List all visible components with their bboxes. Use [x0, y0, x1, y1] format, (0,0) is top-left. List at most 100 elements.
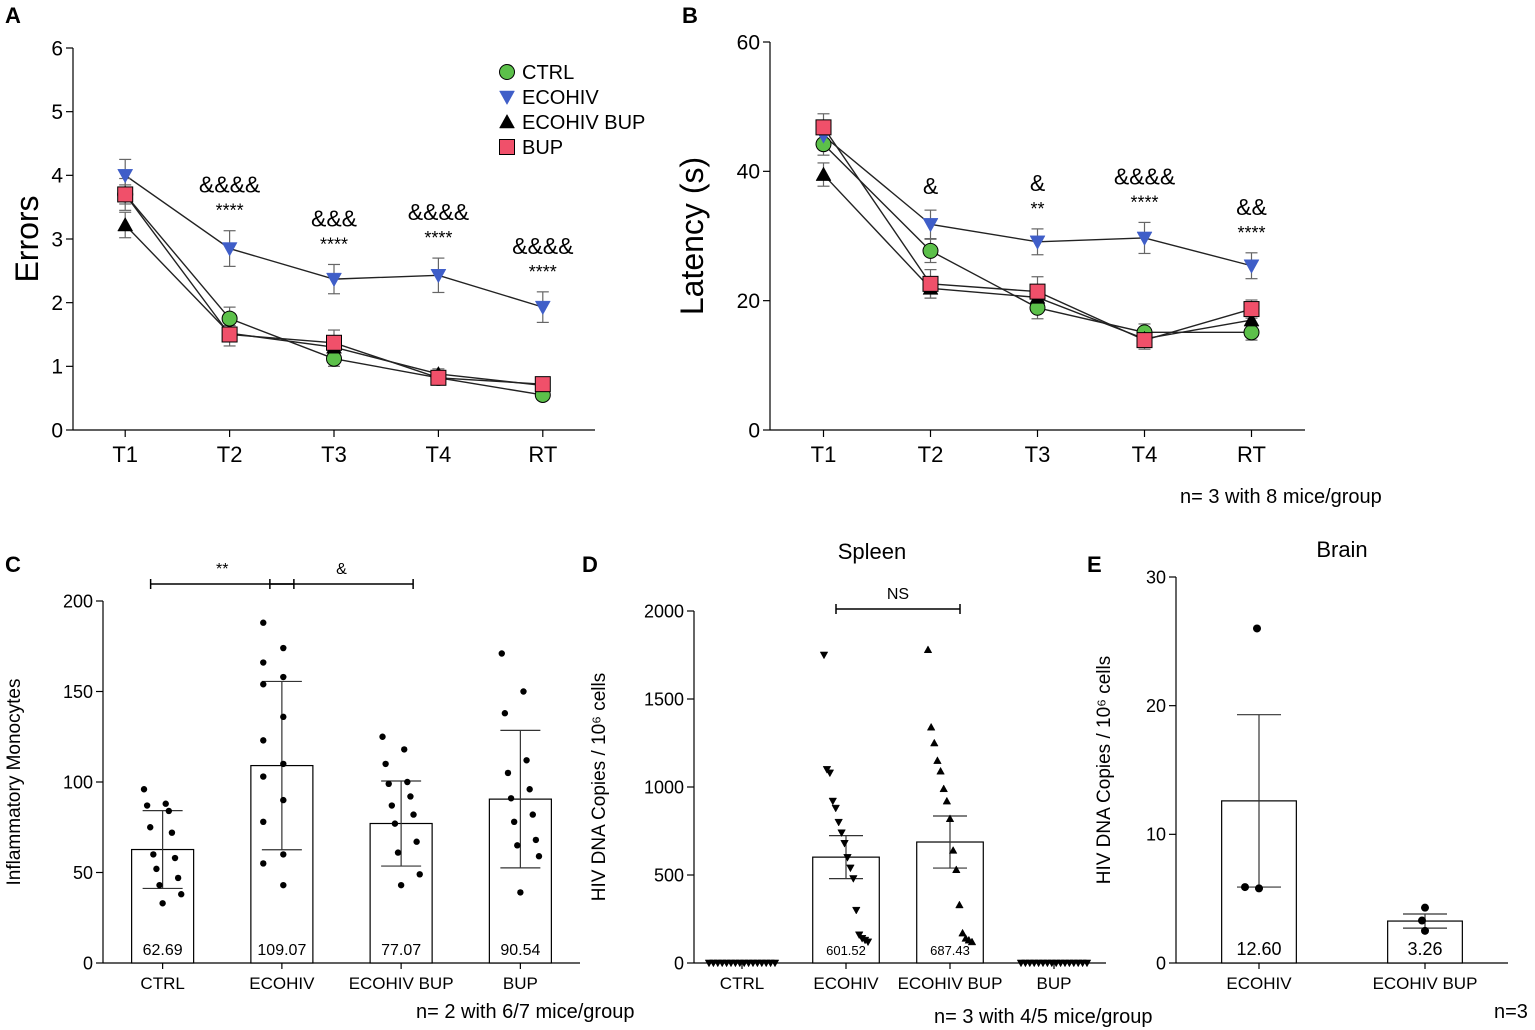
- panel-b-significance-ampersands: &: [1030, 170, 1045, 196]
- panel-c-y-tick-label: 0: [83, 953, 93, 973]
- panel-c-data-point: [498, 650, 505, 657]
- panel-c-data-point: [388, 802, 396, 809]
- panel-a-significance-ampersands: &&&&: [408, 199, 469, 225]
- panel-c-data-point: [150, 851, 157, 858]
- panel-b-point-ctrl: [1243, 324, 1260, 341]
- panel-b-point-ctrl: [922, 242, 939, 259]
- panel-e-y-axis-title: HIV DNA Copies / 10⁶ cells: [1094, 656, 1115, 885]
- panel-e-data-point: [1421, 903, 1429, 912]
- panel-label-c: C: [5, 552, 21, 577]
- panel-b-y-axis-title: Latency (s): [674, 157, 710, 315]
- panel-e-data-point: [1421, 926, 1429, 935]
- panel-b-x-tick-label: RT: [1237, 442, 1266, 467]
- panel-e-y-tick-label: 0: [1156, 953, 1166, 973]
- panel-a-point-ecohiv: [117, 169, 134, 184]
- panel-c-data-point: [280, 881, 287, 889]
- panel-d-title: Spleen: [838, 539, 907, 564]
- panel-c-data-point: [401, 746, 408, 753]
- panel-e-data-point: [1253, 624, 1261, 633]
- panel-a-x-tick-label: T1: [112, 442, 138, 467]
- panel-e-x-tick-label: ECOHIV: [1226, 974, 1292, 993]
- panel-c-y-tick-label: 100: [63, 772, 93, 792]
- panel-c-data-point: [404, 778, 411, 786]
- panel-c-data-point: [416, 871, 423, 878]
- panel-e-title: Brain: [1316, 537, 1367, 562]
- panel-c-data-point: [280, 851, 287, 858]
- panel-d-data-point: [834, 818, 843, 827]
- panel-d-data-point: [1082, 959, 1092, 968]
- panel-c-data-point: [168, 829, 176, 836]
- panel-a-y-tick-label: 4: [51, 165, 63, 188]
- panel-d-data-point: [831, 804, 840, 813]
- panel-c-data-point: [159, 900, 166, 907]
- panel-a-y-tick-label: 2: [51, 292, 63, 315]
- panel-e-data-point: [1255, 884, 1263, 893]
- panel-a-point-bup: [534, 376, 551, 393]
- panel-a-y-tick-label: 3: [51, 228, 63, 251]
- panel-b-point-ecohiv: [1029, 235, 1046, 250]
- panel-c-data-point: [260, 773, 267, 780]
- panel-b-y-tick-label: 20: [737, 290, 760, 313]
- panel-b-x-tick-label: T2: [918, 442, 944, 467]
- panel-d-data-point: [933, 756, 942, 764]
- panel-b-significance-ampersands: &&: [1236, 194, 1267, 220]
- panel-a-significance-stars: ****: [424, 228, 452, 248]
- panel-b-x-tick-label: T4: [1132, 442, 1158, 467]
- panel-c-data-point: [517, 889, 524, 896]
- panel-a-point-bup: [117, 186, 134, 203]
- panel-d-y-axis-title: HIV DNA Copies / 10⁶ cells: [589, 673, 610, 902]
- panel-a-legend-label-bup: BUP: [522, 137, 563, 159]
- panel-a-significance-stars: ****: [320, 234, 348, 254]
- panel-d-data-point: [849, 875, 858, 883]
- panel-b-point-bup: [1243, 301, 1260, 318]
- panel-d-data-point: [770, 959, 780, 968]
- panel-c-data-point: [174, 874, 182, 882]
- panel-c-x-tick-label: ECOHIV BUP: [349, 974, 454, 993]
- panel-a-x-tick-label: T4: [426, 442, 452, 467]
- panel-c-data-point: [397, 881, 405, 889]
- panel-c-data-point: [280, 644, 287, 652]
- panel-b-significance-stars: ****: [1237, 223, 1265, 243]
- panel-c-y-axis-title: Inflammatory Monocytes: [4, 679, 25, 886]
- panel-a-significance-ampersands: &&&: [311, 205, 357, 231]
- panel-a-point-ecohiv-bup: [117, 216, 134, 232]
- panel-d-data-point: [828, 797, 838, 806]
- panel-c-x-tick-label: BUP: [503, 974, 538, 993]
- panel-b-point-ecohiv-bup: [815, 166, 832, 181]
- panel-b-point-bup: [815, 119, 832, 136]
- panel-c-data-point: [171, 854, 179, 862]
- panel-a-x-tick-label: RT: [528, 442, 557, 467]
- panel-e-bar-chart: 0 10 20 30 HIV DNA Copies / 10⁶ cells ECOHIV 1…: [1094, 567, 1508, 993]
- panel-e-y-tick-label: 10: [1146, 825, 1166, 845]
- panel-c-data-point: [523, 757, 530, 764]
- panel-a-point-ecohiv: [534, 300, 551, 316]
- panel-c-data-point: [529, 811, 536, 818]
- panel-d-y-tick-label: 2000: [644, 601, 684, 621]
- panel-label-e: E: [1087, 552, 1102, 577]
- panel-a-point-ecohiv: [326, 272, 342, 288]
- panel-a-point-ecohiv: [430, 269, 447, 284]
- panel-c-data-point: [280, 673, 287, 681]
- panel-d-data-point: [936, 766, 945, 775]
- panel-e-value-label: 3.26: [1407, 939, 1442, 959]
- panel-d-data-point: [967, 937, 977, 946]
- panel-c-significance-label: **: [216, 561, 228, 578]
- panel-a-point-ctrl: [221, 310, 238, 327]
- panel-e-y-tick-label: 30: [1146, 567, 1166, 587]
- panel-d-data-point: [863, 938, 873, 947]
- panel-c-data-point: [153, 865, 160, 873]
- panel-c-data-point: [520, 688, 527, 695]
- panel-d-data-point: [926, 722, 936, 731]
- panel-c-data-point: [143, 802, 151, 809]
- panel-d-x-tick-label: CTRL: [720, 974, 764, 993]
- panel-c-footnote: n= 2 with 6/7 mice/group: [416, 1001, 634, 1023]
- panel-c-data-point: [147, 824, 154, 831]
- panel-b-significance-stars: **: [1030, 199, 1044, 219]
- panel-d-x-tick-label: ECOHIV BUP: [898, 974, 1003, 993]
- panel-b-significance-stars: ****: [1130, 192, 1158, 212]
- panel-c-data-point: [260, 737, 267, 744]
- panel-b-x-tick-label: T3: [1025, 442, 1051, 467]
- panel-e-y-tick-label: 20: [1146, 696, 1166, 716]
- panel-c-data-point: [280, 760, 287, 768]
